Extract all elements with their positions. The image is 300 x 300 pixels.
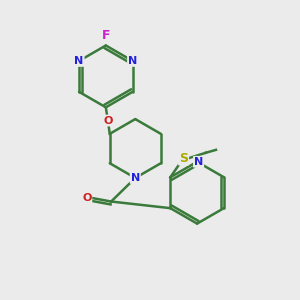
Text: O: O (82, 193, 92, 203)
Text: N: N (128, 56, 137, 66)
Text: N: N (194, 157, 203, 167)
Text: F: F (102, 29, 110, 42)
Text: N: N (74, 56, 84, 66)
Text: S: S (179, 152, 188, 165)
Text: O: O (103, 116, 112, 126)
Text: N: N (131, 173, 140, 183)
